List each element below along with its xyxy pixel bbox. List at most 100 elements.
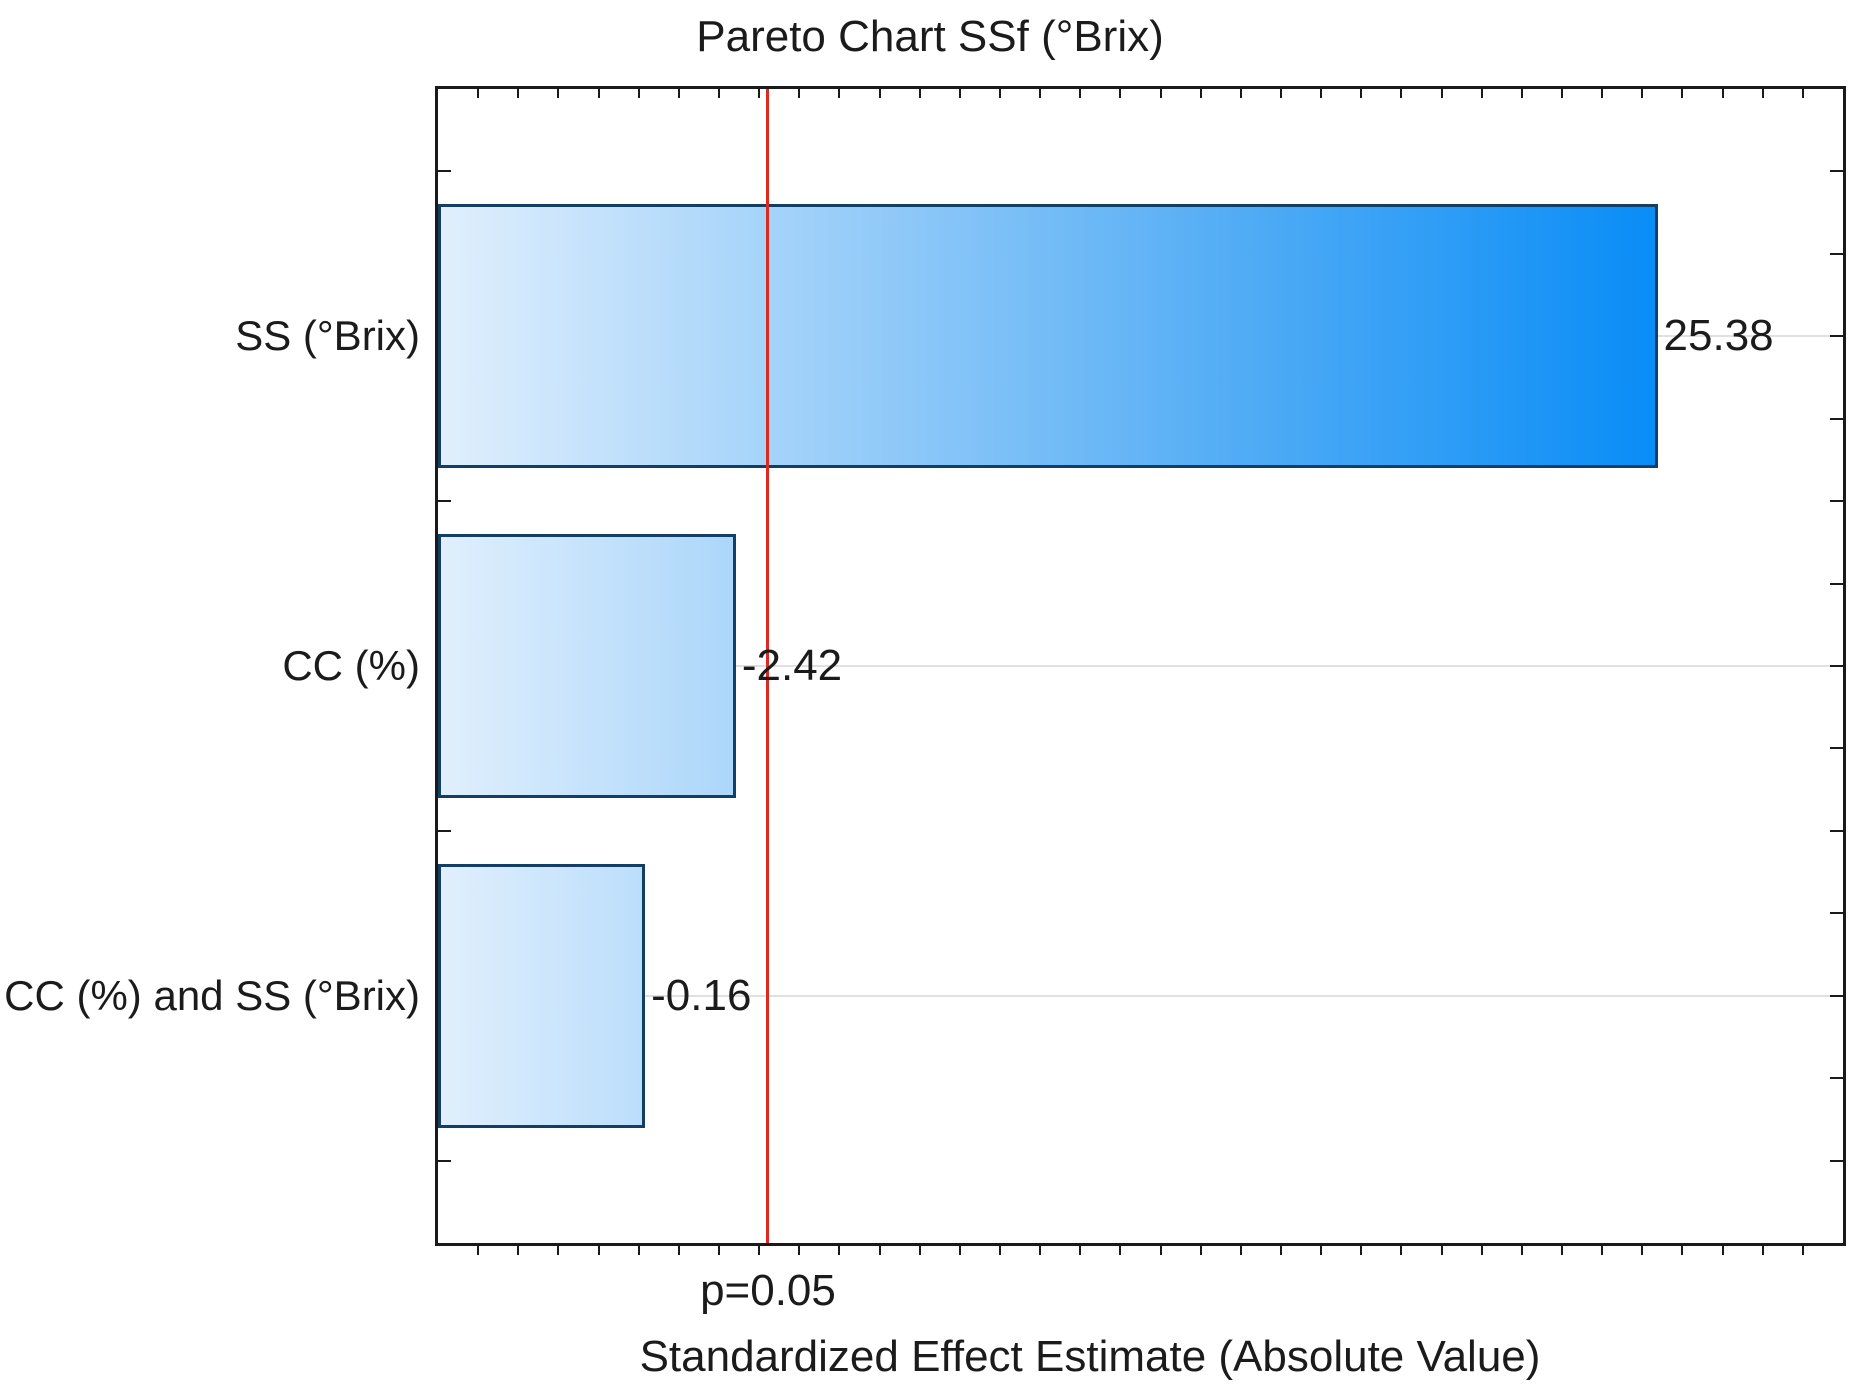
y-axis-tick-right bbox=[1830, 665, 1843, 667]
x-axis-tick-bottom bbox=[1601, 1246, 1604, 1255]
x-axis-tick-bottom bbox=[1320, 1246, 1323, 1255]
x-axis-tick-bottom bbox=[1561, 1246, 1563, 1255]
x-axis-tick-top bbox=[1641, 89, 1644, 98]
x-axis-tick-bottom bbox=[999, 1246, 1001, 1255]
x-axis-tick-bottom bbox=[1761, 1246, 1764, 1255]
plot-area: 25.38 -2.42 -0.16 bbox=[435, 86, 1846, 1255]
category-label-ss-brix: SS (°Brix) bbox=[235, 312, 420, 360]
x-axis-tick-bottom bbox=[918, 1246, 921, 1255]
x-axis-tick-top bbox=[1119, 89, 1122, 98]
x-axis-tick-bottom bbox=[1199, 1246, 1202, 1255]
x-axis-tick-top bbox=[1360, 89, 1363, 98]
x-axis-tick-bottom bbox=[557, 1246, 560, 1255]
x-axis-tick-top bbox=[918, 89, 921, 98]
x-axis-tick-top bbox=[1280, 89, 1282, 98]
y-axis-tick-left bbox=[438, 829, 451, 832]
x-axis-tick-top bbox=[878, 89, 881, 98]
x-axis-tick-bottom bbox=[758, 1246, 761, 1255]
x-axis-tick-top bbox=[1320, 89, 1323, 98]
category-label-cc-and-ss-brix: CC (%) and SS (°Brix) bbox=[4, 971, 420, 1019]
y-axis-tick-right bbox=[1830, 912, 1843, 915]
x-axis-tick-bottom bbox=[1400, 1246, 1403, 1255]
bar-value-label: 25.38 bbox=[1663, 311, 1774, 361]
x-axis-tick-bottom bbox=[1681, 1246, 1684, 1255]
x-axis-tick-top bbox=[1561, 89, 1563, 98]
x-axis-tick-bottom bbox=[637, 1246, 640, 1255]
x-axis-tick-top bbox=[1199, 89, 1202, 98]
x-axis-tick-bottom bbox=[798, 1246, 801, 1255]
x-axis-tick-bottom bbox=[838, 1246, 841, 1255]
x-axis-tick-bottom bbox=[477, 1246, 480, 1255]
x-axis-tick-top bbox=[1681, 89, 1684, 98]
x-axis-tick-top bbox=[597, 89, 600, 98]
x-axis-tick-bottom bbox=[1280, 1246, 1282, 1255]
x-axis-tick-top bbox=[758, 89, 761, 98]
bar-value-label: -0.16 bbox=[651, 970, 752, 1020]
x-axis-tick-bottom bbox=[1801, 1246, 1804, 1255]
x-axis-tick-top bbox=[1079, 89, 1082, 98]
y-axis-tick-right bbox=[1830, 417, 1843, 420]
x-axis-tick-bottom bbox=[1039, 1246, 1042, 1255]
y-axis-tick-left bbox=[438, 170, 451, 173]
x-axis-tick-top bbox=[1039, 89, 1042, 98]
x-axis-tick-top bbox=[477, 89, 480, 98]
category-label-cc: CC (%) bbox=[282, 642, 420, 689]
y-axis-tick-right bbox=[1830, 1159, 1843, 1162]
x-axis-tick-bottom bbox=[677, 1246, 680, 1255]
x-axis-tick-top bbox=[637, 89, 640, 98]
y-axis-tick-right bbox=[1830, 582, 1843, 585]
y-axis-tick-left bbox=[438, 1159, 451, 1162]
category-gridline bbox=[438, 994, 1843, 997]
x-axis-tick-top bbox=[1801, 89, 1804, 98]
x-axis-tick-bottom bbox=[1360, 1246, 1363, 1255]
x-axis-tick-bottom bbox=[1520, 1246, 1523, 1255]
x-axis-tick-top bbox=[718, 89, 720, 98]
x-axis-tick-top bbox=[1520, 89, 1523, 98]
x-axis-tick-top bbox=[999, 89, 1001, 98]
x-axis-tick-bottom bbox=[718, 1246, 720, 1255]
y-axis-tick-right bbox=[1830, 994, 1843, 997]
x-axis-tick-top bbox=[1721, 89, 1724, 98]
bar-ss-brix bbox=[438, 204, 1658, 469]
y-axis-tick-right bbox=[1830, 829, 1843, 832]
x-axis-tick-top bbox=[517, 89, 520, 98]
y-axis-tick-right bbox=[1830, 170, 1843, 173]
x-axis-tick-bottom bbox=[878, 1246, 881, 1255]
x-axis-tick-top bbox=[1400, 89, 1403, 98]
x-axis-tick-bottom bbox=[1440, 1246, 1443, 1255]
y-axis-tick-right bbox=[1830, 335, 1843, 338]
significance-line-label: p=0.05 bbox=[700, 1266, 836, 1315]
x-axis-tick-bottom bbox=[1159, 1246, 1162, 1255]
x-axis-tick-top bbox=[1440, 89, 1443, 98]
y-axis-tick-right bbox=[1830, 252, 1843, 255]
x-axis-tick-bottom bbox=[1239, 1246, 1242, 1255]
y-axis-tick-right bbox=[1830, 747, 1843, 750]
x-axis-tick-top bbox=[798, 89, 801, 98]
y-axis-tick-left bbox=[438, 500, 451, 503]
y-axis-tick-right bbox=[1830, 1077, 1843, 1080]
x-axis-tick-top bbox=[557, 89, 560, 98]
x-axis-tick-top bbox=[1159, 89, 1162, 98]
x-axis-tick-bottom bbox=[1721, 1246, 1724, 1255]
bar-value-label: -2.42 bbox=[741, 641, 843, 690]
x-axis-tick-bottom bbox=[958, 1246, 961, 1255]
x-axis-tick-top bbox=[1601, 89, 1604, 98]
x-axis-tick-bottom bbox=[1119, 1246, 1122, 1255]
category-gridline bbox=[438, 665, 1843, 667]
chart-title: Pareto Chart SSf (°Brix) bbox=[696, 12, 1164, 61]
x-axis-tick-bottom bbox=[517, 1246, 520, 1255]
y-axis-tick-right bbox=[1830, 500, 1843, 503]
x-axis-tick-bottom bbox=[1641, 1246, 1644, 1255]
x-axis-tick-top bbox=[1480, 89, 1483, 98]
x-axis-tick-bottom bbox=[1480, 1246, 1483, 1255]
x-axis-tick-top bbox=[677, 89, 680, 98]
x-axis-tick-top bbox=[1239, 89, 1242, 98]
x-axis-tick-top bbox=[838, 89, 841, 98]
x-axis-tick-bottom bbox=[1079, 1246, 1082, 1255]
x-axis-tick-top bbox=[1761, 89, 1764, 98]
x-axis-title: Standardized Effect Estimate (Absolute V… bbox=[639, 1332, 1541, 1381]
significance-line bbox=[766, 89, 770, 1243]
bar-cc bbox=[438, 534, 736, 798]
x-axis-tick-bottom bbox=[597, 1246, 600, 1255]
